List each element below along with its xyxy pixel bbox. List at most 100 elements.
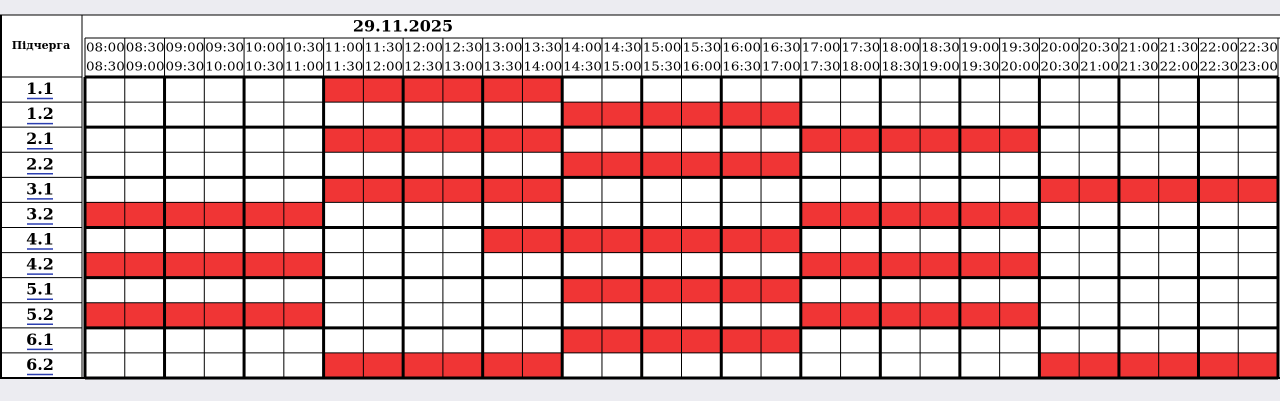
slot-cell — [681, 277, 722, 303]
slot-cell — [761, 102, 801, 128]
slot-cell — [1158, 77, 1199, 103]
slot-cell — [1079, 227, 1119, 253]
slot-cell — [840, 102, 881, 128]
row-label[interactable]: 5.2 — [26, 305, 54, 324]
row-label[interactable]: 3.1 — [26, 179, 54, 198]
slot-to: 12:30 — [404, 59, 443, 74]
slot-cell — [641, 127, 682, 153]
slot-cell — [1039, 127, 1080, 153]
slot-cell — [1079, 102, 1119, 128]
row-label[interactable]: 2.1 — [26, 129, 54, 148]
slot-cell — [283, 177, 324, 203]
row-label[interactable]: 1.2 — [26, 104, 54, 123]
slot-cell — [323, 127, 364, 153]
slot-cell — [124, 252, 165, 278]
slot-cell — [920, 202, 960, 228]
slot-to: 17:30 — [802, 59, 841, 74]
row-label[interactable]: 4.2 — [26, 255, 54, 274]
slot-cell — [800, 152, 841, 178]
row-label[interactable]: 5.1 — [26, 280, 54, 299]
slot-cell — [204, 277, 245, 303]
slot-from: 13:00 — [484, 40, 523, 55]
slot-cell — [562, 252, 602, 278]
slot-cell — [562, 202, 602, 228]
slot-cell — [562, 302, 602, 328]
slot-cell — [1238, 277, 1278, 303]
slot-cell — [1079, 127, 1119, 153]
slot-to: 10:30 — [245, 59, 284, 74]
slot-cell — [124, 177, 165, 203]
slot-cell — [244, 152, 284, 178]
slot-cell — [959, 277, 1000, 303]
slot-cell — [920, 352, 960, 378]
slot-cell — [681, 327, 722, 353]
slot-to: 09:00 — [126, 59, 165, 74]
row-label[interactable]: 6.1 — [26, 330, 54, 349]
slot-cell — [800, 102, 841, 128]
slot-cell — [204, 327, 245, 353]
slot-cell — [124, 227, 165, 253]
slot-cell — [800, 227, 841, 253]
slot-cell — [920, 252, 960, 278]
slot-cell — [920, 127, 960, 153]
row-label[interactable]: 6.2 — [26, 355, 54, 374]
slot-cell — [482, 227, 523, 253]
slot-cell — [959, 127, 1000, 153]
slot-cell — [840, 352, 881, 378]
slot-cell — [601, 277, 642, 303]
slot-cell — [164, 302, 205, 328]
row-label[interactable]: 4.1 — [26, 230, 54, 249]
slot-cell — [1039, 202, 1080, 228]
slot-cell — [1158, 102, 1199, 128]
slot-cell — [999, 202, 1040, 228]
slot-cell — [363, 277, 404, 303]
slot-cell — [522, 277, 563, 303]
slot-cell — [244, 177, 284, 203]
slot-cell — [522, 302, 563, 328]
slot-to: 13:00 — [444, 59, 483, 74]
slot-cell — [601, 327, 642, 353]
row-label[interactable]: 3.2 — [26, 204, 54, 223]
slot-cell — [681, 152, 722, 178]
slot-cell — [840, 327, 881, 353]
slot-cell — [880, 277, 921, 303]
slot-cell — [840, 77, 881, 103]
slot-cell — [641, 327, 682, 353]
slot-to: 22:00 — [1160, 59, 1199, 74]
slot-cell — [403, 327, 443, 353]
slot-cell — [880, 127, 921, 153]
slot-from: 10:30 — [285, 40, 324, 55]
slot-from: 10:00 — [245, 40, 284, 55]
slot-cell — [641, 227, 682, 253]
slot-cell — [800, 352, 841, 378]
row-label[interactable]: 1.1 — [26, 79, 54, 98]
slot-cell — [442, 177, 483, 203]
slot-from: 11:00 — [325, 40, 364, 55]
row-label[interactable]: 2.2 — [26, 154, 54, 173]
slot-from: 12:00 — [404, 40, 443, 55]
slot-from: 15:30 — [683, 40, 722, 55]
slot-cell — [641, 302, 682, 328]
slot-cell — [85, 227, 125, 253]
slot-cell — [601, 302, 642, 328]
slot-cell — [1158, 277, 1199, 303]
slot-cell — [482, 352, 523, 378]
slot-cell — [800, 127, 841, 153]
slot-cell — [323, 302, 364, 328]
slot-cell — [403, 302, 443, 328]
slot-cell — [681, 302, 722, 328]
slot-cell — [721, 77, 762, 103]
slot-cell — [840, 202, 881, 228]
slot-cell — [363, 327, 404, 353]
slot-cell — [1198, 352, 1239, 378]
slot-cell — [601, 102, 642, 128]
slot-cell — [1079, 302, 1119, 328]
slot-cell — [800, 177, 841, 203]
slot-cell — [999, 227, 1040, 253]
slot-cell — [204, 302, 245, 328]
slot-cell — [999, 252, 1040, 278]
slot-cell — [641, 77, 682, 103]
slot-cell — [1118, 202, 1159, 228]
slot-cell — [999, 177, 1040, 203]
slot-cell — [283, 327, 324, 353]
